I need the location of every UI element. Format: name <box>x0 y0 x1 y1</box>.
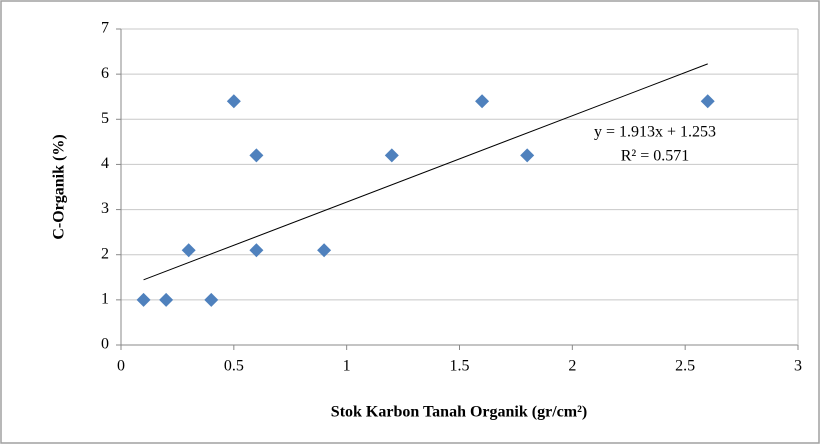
y-tick-label: 7 <box>101 20 109 37</box>
point <box>475 94 490 109</box>
trendline-equation: y = 1.913x + 1.253 <box>594 124 716 141</box>
point <box>136 292 151 307</box>
point <box>249 243 264 258</box>
y-tick-label: 4 <box>101 155 109 172</box>
x-axis-title: Stok Karbon Tanah Organik (gr/cm²) <box>331 404 587 421</box>
x-tick-label: 2 <box>568 358 576 375</box>
x-tick-label: 1.5 <box>450 358 470 375</box>
point <box>520 148 535 163</box>
x-tick-label: 0.5 <box>224 358 244 375</box>
y-tick-label: 6 <box>101 65 109 82</box>
trendline-r2: R² = 0.571 <box>621 148 690 165</box>
y-axis-title: C-Organik (%) <box>51 134 68 239</box>
y-tick-label: 5 <box>101 110 109 127</box>
trendline <box>143 63 708 281</box>
x-tick-label: 0 <box>117 358 125 375</box>
point <box>249 148 264 163</box>
point <box>317 243 332 258</box>
y-tick-label: 0 <box>101 336 109 353</box>
x-tick-label: 1 <box>343 358 351 375</box>
y-tick-label: 2 <box>101 245 109 262</box>
y-tick-label: 3 <box>101 200 109 217</box>
point <box>226 94 241 109</box>
y-tick-label: 1 <box>101 291 109 308</box>
point <box>159 292 174 307</box>
x-tick-label: 2.5 <box>675 358 695 375</box>
point <box>384 148 399 163</box>
x-tick-label: 3 <box>794 358 802 375</box>
point <box>204 292 219 307</box>
point <box>181 243 196 258</box>
point <box>700 94 715 109</box>
